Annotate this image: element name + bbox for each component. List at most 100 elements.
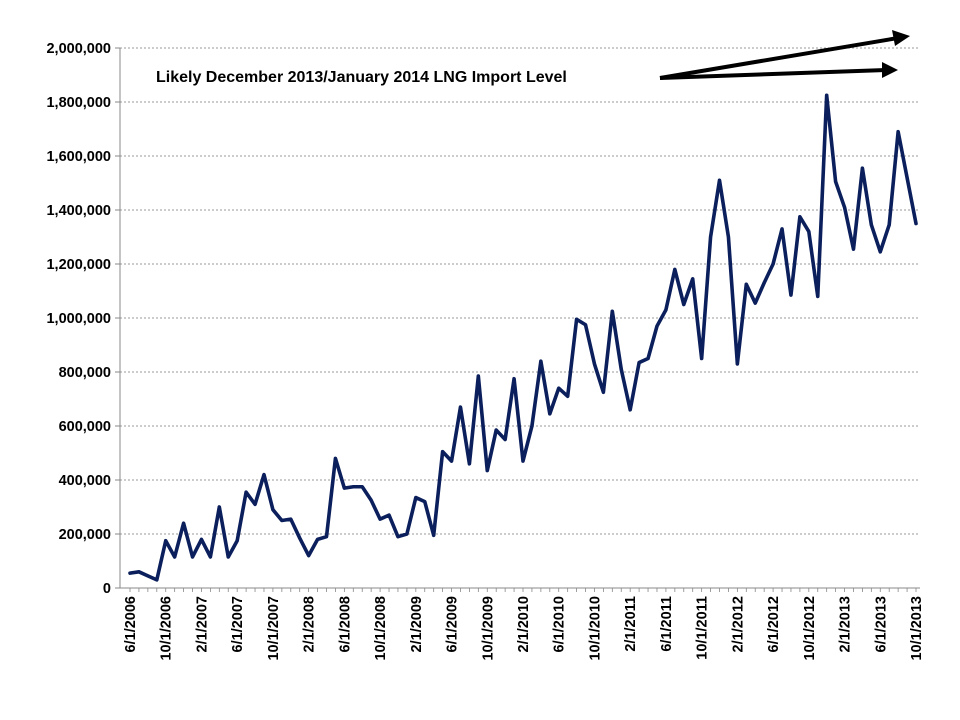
data-point bbox=[146, 574, 150, 578]
y-tick-label: 1,400,000 bbox=[46, 203, 111, 219]
x-tick-label: 6/1/2008 bbox=[337, 596, 353, 652]
data-point bbox=[423, 500, 427, 504]
data-point bbox=[789, 293, 793, 297]
y-tick-label: 800,000 bbox=[59, 365, 111, 381]
data-point bbox=[378, 517, 382, 521]
data-point bbox=[619, 367, 623, 371]
y-tick-label: 200,000 bbox=[59, 527, 111, 543]
x-tick-label: 6/1/2013 bbox=[873, 596, 889, 652]
data-point bbox=[530, 424, 534, 428]
x-tick-label: 2/1/2011 bbox=[623, 596, 639, 652]
x-tick-label: 2/1/2009 bbox=[409, 596, 425, 652]
data-point bbox=[458, 405, 462, 409]
data-point bbox=[548, 412, 552, 416]
x-tick-label: 10/1/2010 bbox=[587, 596, 603, 661]
data-point bbox=[333, 456, 337, 460]
data-point bbox=[432, 533, 436, 537]
data-point bbox=[584, 323, 588, 327]
data-point bbox=[182, 521, 186, 525]
x-tick-label: 6/1/2007 bbox=[230, 596, 246, 652]
data-point bbox=[208, 555, 212, 559]
data-point bbox=[360, 485, 364, 489]
data-point bbox=[298, 536, 302, 540]
data-point bbox=[155, 578, 159, 582]
series-line bbox=[128, 93, 918, 582]
x-tick-label: 2/1/2010 bbox=[516, 596, 532, 652]
data-point bbox=[342, 486, 346, 490]
annotation-arrow-lower bbox=[659, 68, 887, 80]
data-point bbox=[664, 308, 668, 312]
gridlines bbox=[120, 47, 920, 535]
data-point bbox=[869, 223, 873, 227]
data-point bbox=[217, 505, 221, 509]
data-point bbox=[860, 166, 864, 170]
data-point bbox=[503, 438, 507, 441]
x-tick-label: 10/1/2007 bbox=[266, 596, 282, 661]
data-point bbox=[235, 539, 239, 543]
data-point bbox=[762, 281, 766, 285]
x-tick-label: 2/1/2012 bbox=[730, 596, 746, 652]
data-point bbox=[771, 262, 775, 266]
data-point bbox=[253, 502, 257, 506]
data-point bbox=[199, 537, 203, 541]
data-point bbox=[405, 532, 409, 536]
data-point bbox=[610, 309, 614, 313]
data-point bbox=[682, 303, 686, 306]
x-tick-label: 6/1/2011 bbox=[659, 596, 675, 652]
data-point bbox=[494, 428, 498, 432]
data-point bbox=[914, 222, 918, 225]
y-tick-label: 2,000,000 bbox=[46, 41, 111, 57]
data-point bbox=[744, 282, 748, 286]
data-point bbox=[485, 469, 489, 473]
data-point bbox=[512, 377, 516, 381]
data-point bbox=[316, 537, 320, 541]
data-point bbox=[289, 517, 293, 521]
data-point bbox=[164, 539, 168, 543]
data-point bbox=[566, 394, 570, 398]
x-tick-labels: 6/1/2006 10/1/2006 2/1/2007 6/1/2007 10/1/20… bbox=[123, 588, 925, 661]
y-tick-label: 0 bbox=[103, 581, 111, 597]
data-point bbox=[896, 130, 900, 134]
data-point bbox=[307, 554, 311, 558]
data-point bbox=[173, 555, 177, 559]
data-point bbox=[325, 535, 328, 539]
y-tick-label: 1,800,000 bbox=[46, 95, 111, 111]
x-tick-label: 10/1/2012 bbox=[802, 596, 818, 661]
data-point bbox=[887, 223, 891, 227]
annotation-arrowhead-lower bbox=[882, 62, 898, 78]
data-point bbox=[244, 490, 248, 494]
data-point bbox=[726, 235, 730, 239]
x-tick-label: 10/1/2013 bbox=[909, 596, 925, 661]
x-tick-label: 10/1/2009 bbox=[480, 596, 496, 661]
data-point bbox=[905, 176, 909, 180]
data-point bbox=[226, 555, 230, 559]
x-tick-label: 6/1/2009 bbox=[445, 596, 461, 652]
data-point bbox=[414, 496, 418, 500]
data-point bbox=[280, 519, 284, 522]
data-point bbox=[601, 390, 605, 394]
data-point bbox=[878, 250, 882, 254]
x-tick-label: 6/1/2006 bbox=[123, 596, 139, 652]
data-point bbox=[396, 535, 400, 539]
annotation-arrow-upper bbox=[659, 36, 899, 80]
data-point bbox=[262, 473, 266, 477]
data-point bbox=[691, 277, 695, 281]
x-tick-label: 6/1/2010 bbox=[552, 596, 568, 652]
data-point bbox=[700, 357, 704, 360]
data-point bbox=[137, 570, 141, 574]
data-point bbox=[843, 205, 847, 209]
y-tick-label: 400,000 bbox=[59, 473, 111, 489]
data-point bbox=[735, 362, 739, 366]
data-point bbox=[467, 462, 471, 466]
annotation-group: Likely December 2013/January 2014 LNG Im… bbox=[156, 30, 910, 86]
data-point bbox=[646, 357, 650, 360]
annotation-arrowhead-upper bbox=[892, 30, 910, 46]
data-point bbox=[575, 317, 579, 321]
data-point bbox=[539, 359, 543, 363]
data-point bbox=[351, 485, 355, 489]
data-point bbox=[191, 555, 195, 559]
data-point bbox=[369, 498, 373, 502]
y-tick-labels: 0 200,000 400,000 600,000 800,000 1,000,000 1,… bbox=[46, 41, 120, 597]
x-tick-label: 2/1/2008 bbox=[302, 596, 318, 652]
